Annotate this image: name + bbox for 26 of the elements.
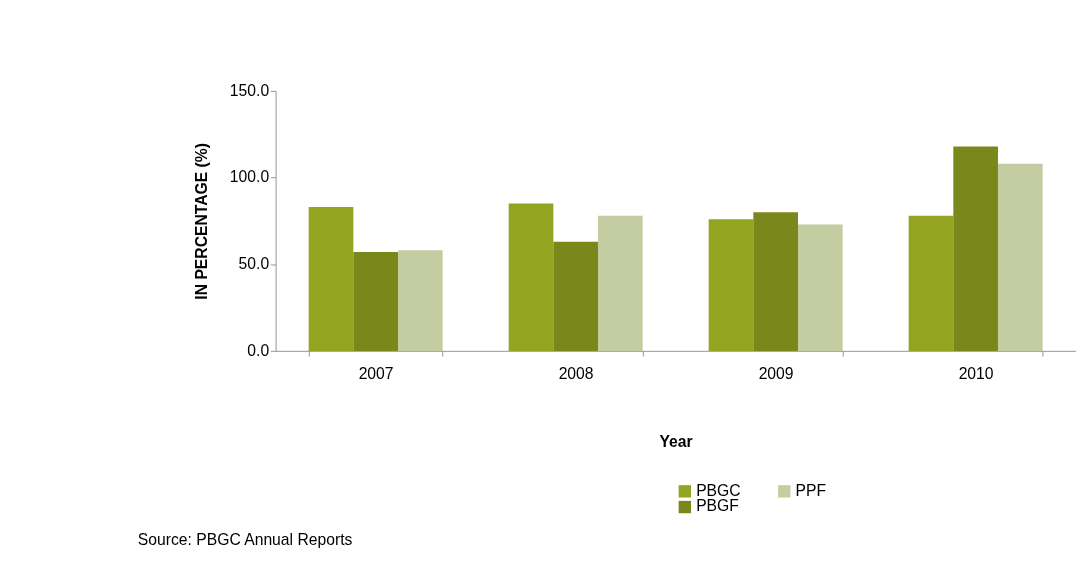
y-axis-title: IN PERCENTAGE (%) <box>193 143 211 300</box>
x-axis-title: Year <box>659 433 693 451</box>
y-tick-label: 50.0 <box>238 255 270 273</box>
bar <box>597 215 643 351</box>
bar <box>398 250 443 351</box>
x-tick-label: 2008 <box>558 365 594 383</box>
x-tick-label: 2010 <box>958 365 994 383</box>
bar <box>753 212 798 351</box>
bar <box>508 203 554 351</box>
bar <box>953 146 998 351</box>
bar <box>553 241 598 351</box>
source-note: Source: PBGC Annual Reports <box>137 531 353 549</box>
y-tick-label: 150.0 <box>229 81 270 99</box>
bar <box>708 219 754 351</box>
legend-label: PPF <box>795 481 827 499</box>
legend-label: PBGC <box>696 481 741 499</box>
bar <box>353 252 398 351</box>
bar <box>997 163 1043 351</box>
bar <box>797 224 843 351</box>
x-tick-label: 2007 <box>358 365 394 383</box>
legend-label: PBGF <box>696 497 739 515</box>
bar <box>308 207 354 351</box>
y-tick-label: 100.0 <box>229 168 270 186</box>
bar <box>908 215 954 351</box>
y-tick-label: 0.0 <box>247 341 270 359</box>
x-tick-label: 2009 <box>758 365 794 383</box>
